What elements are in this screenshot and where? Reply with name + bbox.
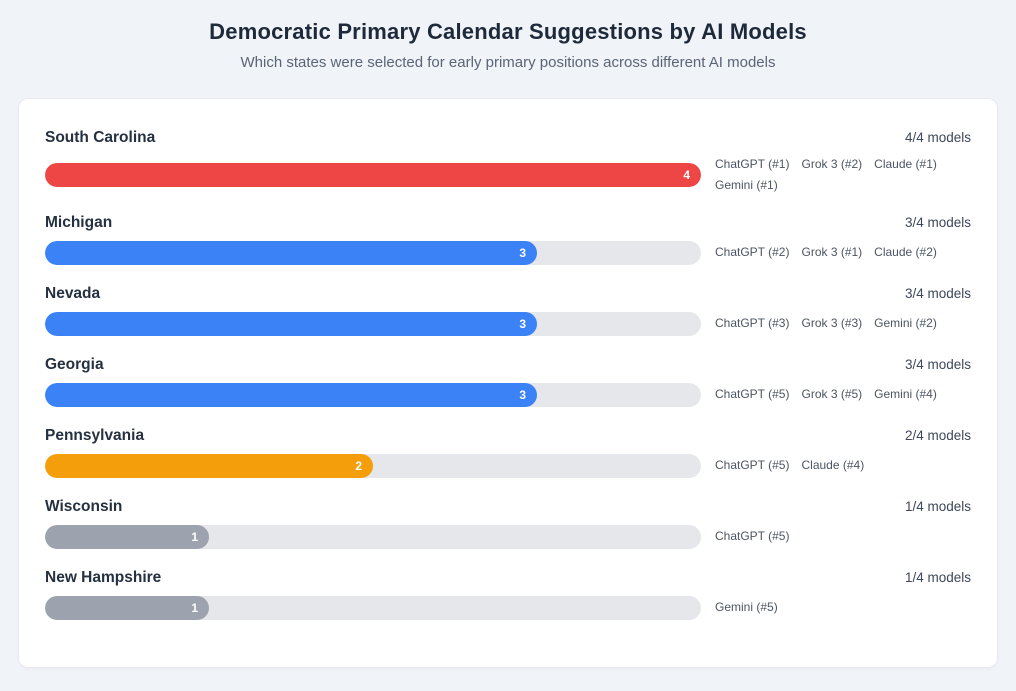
model-pick: ChatGPT (#1) [715, 157, 790, 171]
model-pick: ChatGPT (#5) [715, 387, 790, 402]
bar-track: 1 [45, 524, 701, 549]
model-count-label: 1/4 models [904, 569, 971, 585]
bar-line: 3 ChatGPT (#5) Grok 3 (#5) Gemini (#4) [45, 382, 971, 407]
state-name: Georgia [45, 355, 104, 373]
state-name: South Carolina [45, 129, 156, 146]
model-pick-list: ChatGPT (#5) Grok 3 (#5) Gemini (#4) [715, 386, 971, 403]
bar-line: 4 ChatGPT (#1) Grok 3 (#2) Claude (#1) G… [45, 156, 971, 194]
row-header: Nevada 3/4 models [45, 285, 971, 303]
bar-fill: 2 [45, 453, 373, 478]
model-pick-list: Gemini (#5) [715, 599, 971, 616]
model-pick-list: ChatGPT (#5) [715, 528, 971, 545]
model-pick: ChatGPT (#2) [715, 245, 790, 260]
state-name: Wisconsin [45, 497, 123, 515]
row-header: New Hampshire 1/4 models [45, 569, 971, 587]
bar-value-label: 1 [191, 529, 198, 544]
bar-track: 3 [45, 382, 701, 407]
bar-fill: 4 [45, 162, 701, 187]
state-name: Michigan [45, 213, 113, 231]
bar-track: 3 [45, 240, 701, 265]
page-title: Democratic Primary Calendar Suggestions … [209, 19, 807, 44]
bar-line: 3 ChatGPT (#2) Grok 3 (#1) Claude (#2) [45, 240, 971, 265]
model-count-label: 3/4 models [904, 356, 971, 372]
bar-fill: 3 [45, 311, 537, 336]
model-pick: Grok 3 (#1) [801, 245, 863, 260]
model-pick-list: ChatGPT (#2) Grok 3 (#1) Claude (#2) [715, 244, 971, 261]
bar-value-label: 3 [519, 245, 526, 260]
bar-value-label: 3 [519, 316, 526, 331]
row-header: South Carolina 4/4 models [45, 129, 971, 147]
state-row-nevada: Nevada 3/4 models 3 ChatGPT (#3) Grok 3 … [45, 285, 971, 336]
bar-value-label: 4 [683, 167, 690, 182]
state-row-michigan: Michigan 3/4 models 3 ChatGPT (#2) Grok … [45, 214, 971, 265]
row-header: Pennsylvania 2/4 models [45, 427, 971, 445]
bar-line: 2 ChatGPT (#5) Claude (#4) [45, 453, 971, 478]
model-pick-list: ChatGPT (#1) Grok 3 (#2) Claude (#1) Gem… [715, 156, 971, 194]
bar-value-label: 3 [519, 387, 526, 402]
state-row-south-carolina: South Carolina 4/4 models 4 ChatGPT (#1)… [45, 129, 971, 194]
model-pick: Claude (#4) [801, 458, 865, 473]
state-name: New Hampshire [45, 568, 162, 586]
state-name: Nevada [45, 284, 101, 302]
chart-card: South Carolina 4/4 models 4 ChatGPT (#1)… [18, 98, 998, 668]
state-row-wisconsin: Wisconsin 1/4 models 1 ChatGPT (#5) [45, 498, 971, 549]
model-count-label: 3/4 models [904, 285, 971, 301]
page-subtitle: Which states were selected for early pri… [240, 54, 776, 71]
model-count-label: 1/4 models [904, 498, 971, 514]
bar-value-label: 1 [191, 600, 198, 615]
model-pick: Grok 3 (#2) [801, 157, 863, 171]
bar-fill: 3 [45, 382, 537, 407]
model-pick: Gemini (#1) [715, 177, 778, 192]
model-pick-list: ChatGPT (#3) Grok 3 (#3) Gemini (#2) [715, 315, 971, 332]
model-pick: ChatGPT (#3) [715, 316, 790, 331]
state-name: Pennsylvania [45, 426, 145, 444]
state-row-pennsylvania: Pennsylvania 2/4 models 2 ChatGPT (#5) C… [45, 427, 971, 478]
model-pick: Gemini (#2) [874, 316, 937, 331]
model-count-label: 4/4 models [904, 130, 971, 145]
bar-fill: 1 [45, 595, 209, 620]
bar-fill: 3 [45, 240, 537, 265]
row-header: Michigan 3/4 models [45, 214, 971, 232]
bar-line: 3 ChatGPT (#3) Grok 3 (#3) Gemini (#2) [45, 311, 971, 336]
bar-line: 1 ChatGPT (#5) [45, 524, 971, 549]
model-pick: Claude (#2) [874, 245, 937, 260]
row-header: Wisconsin 1/4 models [45, 498, 971, 516]
bar-line: 1 Gemini (#5) [45, 595, 971, 620]
model-pick: Gemini (#5) [715, 600, 778, 615]
bar-fill: 1 [45, 524, 209, 549]
model-pick: Gemini (#4) [874, 387, 937, 402]
bar-track: 1 [45, 595, 701, 620]
model-count-label: 3/4 models [904, 214, 971, 230]
model-pick-list: ChatGPT (#5) Claude (#4) [715, 457, 971, 474]
state-row-new-hampshire: New Hampshire 1/4 models 1 Gemini (#5) [45, 569, 971, 620]
bar-value-label: 2 [355, 458, 362, 473]
model-pick: Grok 3 (#3) [801, 316, 863, 331]
bar-track: 2 [45, 453, 701, 478]
bar-track: 3 [45, 311, 701, 336]
bar-track: 4 [45, 162, 701, 187]
model-pick: ChatGPT (#5) [715, 529, 790, 544]
model-count-label: 2/4 models [904, 427, 971, 443]
model-pick: Grok 3 (#5) [801, 387, 863, 402]
state-row-georgia: Georgia 3/4 models 3 ChatGPT (#5) Grok 3… [45, 356, 971, 407]
page-header: Democratic Primary Calendar Suggestions … [0, 0, 1016, 71]
row-header: Georgia 3/4 models [45, 356, 971, 374]
model-pick: ChatGPT (#5) [715, 458, 790, 473]
model-pick: Claude (#1) [874, 157, 937, 171]
